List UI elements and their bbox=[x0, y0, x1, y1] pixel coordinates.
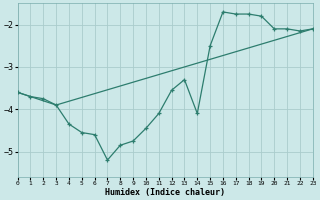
X-axis label: Humidex (Indice chaleur): Humidex (Indice chaleur) bbox=[105, 188, 225, 197]
